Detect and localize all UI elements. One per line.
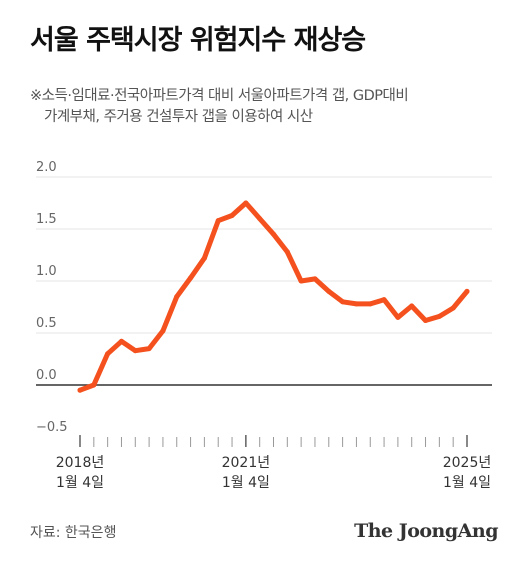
- data-point: [450, 305, 456, 311]
- data-point: [105, 351, 111, 357]
- y-tick-label: 0.5: [36, 316, 57, 331]
- x-tick-label-date: 1월 4일: [222, 475, 270, 491]
- series-line-0: [77, 200, 470, 393]
- x-axis-ticks: 2018년 1월 4일 2021년 1월 4일 2025년 1월 4일: [56, 435, 492, 491]
- data-point: [91, 382, 97, 388]
- data-point: [298, 278, 304, 284]
- y-tick-label: 1.0: [36, 264, 57, 279]
- data-point: [257, 216, 263, 222]
- data-point: [284, 249, 290, 255]
- x-tick-label-year: 2018년: [56, 455, 105, 471]
- data-point: [409, 303, 415, 309]
- data-point: [188, 275, 194, 281]
- y-tick-label: 1.5: [36, 212, 57, 227]
- subtitle-line-1: ※소득·임대료·전국아파트가격 대비 서울아파트가격 갭, GDP대비: [30, 88, 409, 104]
- data-point: [312, 276, 318, 282]
- data-point: [381, 297, 387, 303]
- data-point: [174, 294, 180, 300]
- data-point: [271, 231, 276, 237]
- chart-title: 서울 주택시장 위험지수 재상승: [30, 25, 366, 56]
- data-point: [77, 387, 83, 393]
- grid-lines: [36, 176, 492, 386]
- data-point: [243, 200, 249, 206]
- brand-logo: The JoongAng: [354, 520, 498, 542]
- x-tick-label-year: 2021년: [222, 455, 271, 471]
- y-tick-label: −0.5: [36, 420, 68, 435]
- data-point: [464, 288, 470, 294]
- data-point: [201, 255, 207, 261]
- y-tick-label: 2.0: [36, 160, 57, 175]
- data-point: [326, 288, 332, 294]
- data-point: [132, 348, 138, 354]
- data-point: [395, 314, 401, 320]
- x-tick-label-date: 1월 4일: [443, 475, 491, 491]
- data-point: [160, 328, 166, 334]
- data-point: [229, 212, 235, 218]
- chart-subtitle: ※소득·임대료·전국아파트가격 대비 서울아파트가격 갭, GDP대비 가계부채…: [30, 86, 500, 128]
- x-tick-label-date: 1월 4일: [56, 475, 104, 491]
- data-point: [118, 338, 124, 344]
- data-point: [436, 313, 442, 319]
- data-point: [423, 318, 429, 324]
- data-point: [215, 218, 221, 224]
- source-note: 자료: 한국은행: [30, 525, 117, 541]
- data-point: [367, 301, 373, 307]
- subtitle-line-2: 가계부채, 주거용 건설투자 갭을 이용하여 시산: [44, 109, 313, 125]
- data-point: [340, 299, 346, 305]
- y-axis-ticks: 2.0 1.5 1.0 0.5 0.0 −0.5: [36, 160, 68, 435]
- series-layer: [77, 200, 470, 393]
- data-point: [146, 346, 152, 352]
- x-tick-label-year: 2025년: [443, 455, 492, 471]
- data-point: [353, 301, 359, 307]
- y-tick-label: 0.0: [36, 368, 57, 383]
